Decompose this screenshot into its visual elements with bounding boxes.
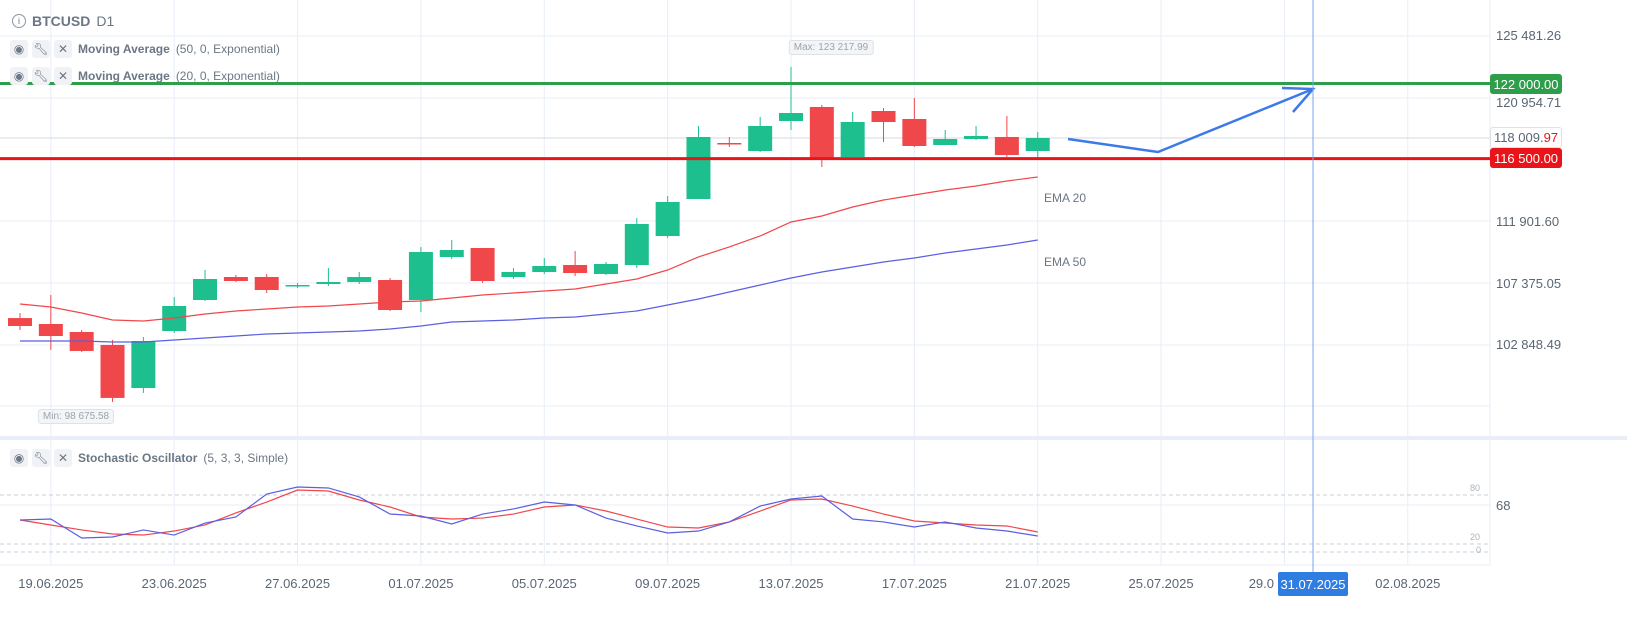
candle-body: [131, 340, 156, 388]
legend-stochastic: ◉ 🔧︎ ✕ Stochastic Oscillator (5, 3, 3, Simp…: [10, 449, 288, 467]
stoch-d-line: [19, 489, 1038, 536]
candle-body: [38, 324, 63, 336]
candle-body: [254, 277, 279, 291]
candle-body: [1025, 137, 1050, 152]
eye-icon[interactable]: ◉: [10, 40, 28, 58]
stoch-level-80: 80: [1470, 483, 1481, 493]
legend-ema20: ◉ 🔧︎ ✕ Moving Average (20, 0, Exponential): [10, 67, 280, 85]
support-price-tag: 116 500.00: [1490, 148, 1562, 168]
legend-ema50: ◉ 🔧︎ ✕ Moving Average (50, 0, Exponential): [10, 40, 280, 58]
forecast-arrow: [1067, 87, 1314, 154]
candle-body: [624, 224, 649, 266]
resistance-price-tag: 122 000.00: [1490, 74, 1562, 94]
stoch-current-value: 68: [1496, 498, 1511, 513]
candle-body: [779, 112, 803, 121]
candle-body: [964, 135, 989, 139]
chart-title: i BTCUSD D1: [12, 13, 114, 29]
current-price-tag: 118 009. 97: [1490, 127, 1562, 148]
ema50-label: EMA 50: [1044, 255, 1087, 269]
wrench-icon[interactable]: 🔧︎: [32, 67, 50, 85]
x-tick: 25.07.2025: [1128, 576, 1194, 591]
x-tick: 02.08.2025: [1375, 576, 1441, 591]
ema50-line: [20, 239, 1038, 343]
indicator-params: (5, 3, 3, Simple): [203, 451, 289, 465]
indicator-params: (50, 0, Exponential): [175, 42, 280, 56]
candle-body: [655, 201, 680, 237]
info-icon[interactable]: i: [12, 14, 26, 28]
candle-body: [100, 344, 125, 398]
candle-body: [408, 252, 433, 300]
candle-body: [563, 265, 588, 274]
candle-body: [933, 138, 958, 145]
x-tick: 27.06.2025: [265, 576, 331, 591]
candle-body: [686, 136, 711, 200]
candle-body: [316, 282, 341, 284]
indicator-name: Stochastic Oscillator: [78, 451, 198, 465]
candle-body: [470, 248, 495, 282]
candle-body: [223, 277, 248, 282]
pane-separator: [0, 436, 1627, 440]
candle-body: [809, 106, 834, 158]
x-tick: 17.07.2025: [881, 576, 947, 591]
x-tick: 21.07.2025: [1005, 576, 1071, 591]
y-tick: 120 954.71: [1496, 95, 1562, 110]
candle-body: [439, 250, 464, 258]
candle-body: [193, 279, 218, 300]
candle-body: [840, 121, 865, 157]
candle-body: [285, 285, 310, 287]
close-icon[interactable]: ✕: [54, 40, 72, 58]
ema20-line: [19, 176, 1038, 322]
indicator-params: (20, 0, Exponential): [175, 69, 280, 83]
stoch-k-line: [19, 486, 1038, 539]
candle-body: [593, 264, 618, 275]
candle-body: [347, 277, 372, 283]
timeframe: D1: [96, 13, 115, 29]
candle-body: [902, 118, 927, 146]
stoch-level-0: 0: [1476, 545, 1482, 555]
y-tick: 102 848.49: [1496, 337, 1562, 352]
current-price-tail: 97: [1543, 130, 1559, 145]
candle-body: [8, 318, 32, 326]
candle-body: [501, 272, 526, 278]
x-tick: 01.07.2025: [388, 576, 454, 591]
candle-body: [532, 266, 557, 272]
candle-body: [994, 136, 1019, 156]
wrench-icon[interactable]: 🔧︎: [32, 449, 50, 467]
x-tick: 19.06.2025: [18, 576, 84, 591]
indicator-name: Moving Average: [78, 42, 170, 56]
x-tick: 05.07.2025: [511, 576, 577, 591]
y-tick: 111 901.60: [1496, 214, 1560, 229]
eye-icon[interactable]: ◉: [10, 67, 28, 85]
candle-body: [748, 125, 773, 152]
close-icon[interactable]: ✕: [54, 67, 72, 85]
eye-icon[interactable]: ◉: [10, 449, 28, 467]
candle-body: [717, 142, 742, 145]
stoch-level-20: 20: [1470, 532, 1481, 542]
close-icon[interactable]: ✕: [54, 449, 72, 467]
crosshair-date-label: 31.07.2025: [1278, 572, 1348, 596]
x-tick: 09.07.2025: [635, 576, 701, 591]
candle-body: [871, 111, 896, 122]
min-label: Min: 98 675.58: [37, 409, 115, 424]
y-tick: 125 481.26: [1496, 28, 1562, 43]
x-tick: 29.0: [1248, 576, 1274, 591]
max-label: Max: 123 217.99: [788, 40, 874, 55]
candle-body: [378, 280, 403, 310]
ema20-label: EMA 20: [1044, 191, 1087, 205]
indicator-name: Moving Average: [78, 69, 170, 83]
x-tick: 23.06.2025: [141, 576, 207, 591]
wrench-icon[interactable]: 🔧︎: [32, 40, 50, 58]
x-tick: 13.07.2025: [758, 576, 824, 591]
current-price-main: 118 009.: [1493, 130, 1544, 145]
symbol: BTCUSD: [32, 13, 91, 29]
y-tick: 107 375.05: [1496, 276, 1562, 291]
